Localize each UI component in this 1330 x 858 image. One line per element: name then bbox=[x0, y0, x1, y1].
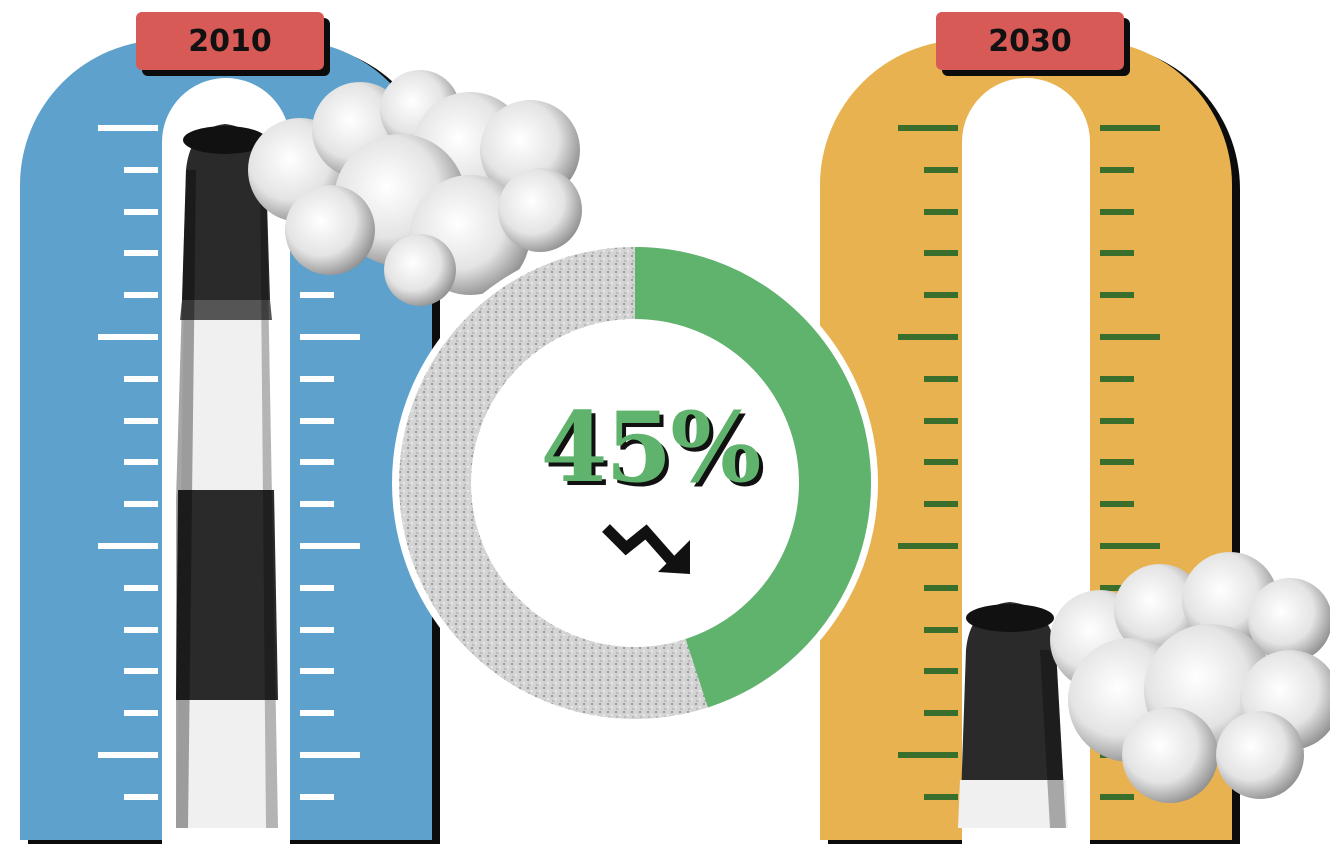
tick-mark bbox=[1100, 250, 1134, 257]
tick-mark bbox=[300, 417, 334, 424]
tick-mark bbox=[924, 292, 958, 299]
tick-mark bbox=[300, 710, 334, 717]
smokestack-illustrations bbox=[176, 70, 1330, 828]
tick-mark bbox=[1100, 166, 1134, 173]
tick-mark bbox=[98, 125, 158, 131]
tick-mark bbox=[124, 250, 158, 257]
year-label: 2010 bbox=[136, 12, 324, 70]
tick-mark bbox=[1100, 334, 1160, 340]
tick-mark bbox=[124, 668, 158, 675]
tick-mark bbox=[300, 752, 360, 758]
ring-progress bbox=[634, 247, 871, 708]
tick-mark bbox=[898, 334, 958, 340]
tick-mark bbox=[124, 501, 158, 508]
tick-mark bbox=[300, 292, 334, 299]
tick-mark bbox=[124, 292, 158, 299]
tick-mark bbox=[924, 584, 958, 591]
tick-mark bbox=[1100, 208, 1134, 215]
tick-mark bbox=[924, 375, 958, 382]
tick-mark bbox=[924, 668, 958, 675]
tick-mark bbox=[1100, 292, 1134, 299]
tick-mark bbox=[98, 334, 158, 340]
tick-mark bbox=[300, 334, 360, 340]
tick-mark bbox=[300, 668, 334, 675]
year-badge-2030: 2030 bbox=[936, 12, 1130, 76]
tick-mark bbox=[924, 250, 958, 257]
tick-mark bbox=[924, 793, 958, 800]
tick-mark bbox=[924, 501, 958, 508]
tick-mark bbox=[924, 710, 958, 717]
smoke-cloud-icon bbox=[1050, 552, 1330, 803]
tick-mark bbox=[924, 417, 958, 424]
tick-mark bbox=[300, 626, 334, 633]
tick-mark bbox=[1100, 584, 1134, 591]
tick-mark bbox=[300, 584, 334, 591]
tick-mark bbox=[124, 417, 158, 424]
year-label: 2030 bbox=[936, 12, 1124, 70]
tick-mark bbox=[124, 710, 158, 717]
tick-mark bbox=[1100, 375, 1134, 382]
tick-mark bbox=[1100, 417, 1134, 424]
tick-mark bbox=[898, 752, 958, 758]
tick-mark bbox=[1100, 125, 1160, 131]
tick-mark bbox=[898, 543, 958, 549]
tick-mark bbox=[124, 459, 158, 466]
tick-mark bbox=[300, 543, 360, 549]
reduction-percent: 45% bbox=[540, 391, 762, 504]
reduction-ring bbox=[392, 240, 878, 726]
smokestack-icon bbox=[958, 602, 1068, 828]
year-badge-2010: 2010 bbox=[136, 12, 330, 76]
tick-mark bbox=[124, 793, 158, 800]
tick-mark bbox=[124, 584, 158, 591]
tick-mark bbox=[1100, 501, 1134, 508]
tick-mark bbox=[300, 459, 334, 466]
tick-mark bbox=[1100, 459, 1134, 466]
tick-mark bbox=[1100, 793, 1134, 800]
tick-mark bbox=[898, 125, 958, 131]
tick-mark bbox=[924, 166, 958, 173]
tick-mark bbox=[124, 208, 158, 215]
tick-mark bbox=[124, 166, 158, 173]
tick-mark bbox=[98, 543, 158, 549]
tick-mark bbox=[1100, 543, 1160, 549]
tick-mark bbox=[300, 375, 334, 382]
smokestack-icon bbox=[176, 124, 278, 828]
tick-mark bbox=[300, 501, 334, 508]
tick-mark bbox=[300, 793, 334, 800]
tick-mark bbox=[924, 626, 958, 633]
tick-mark bbox=[124, 626, 158, 633]
tick-mark bbox=[924, 208, 958, 215]
tick-mark bbox=[98, 752, 158, 758]
smoke-cloud-icon bbox=[248, 70, 582, 306]
tick-mark bbox=[124, 375, 158, 382]
tick-mark bbox=[924, 459, 958, 466]
